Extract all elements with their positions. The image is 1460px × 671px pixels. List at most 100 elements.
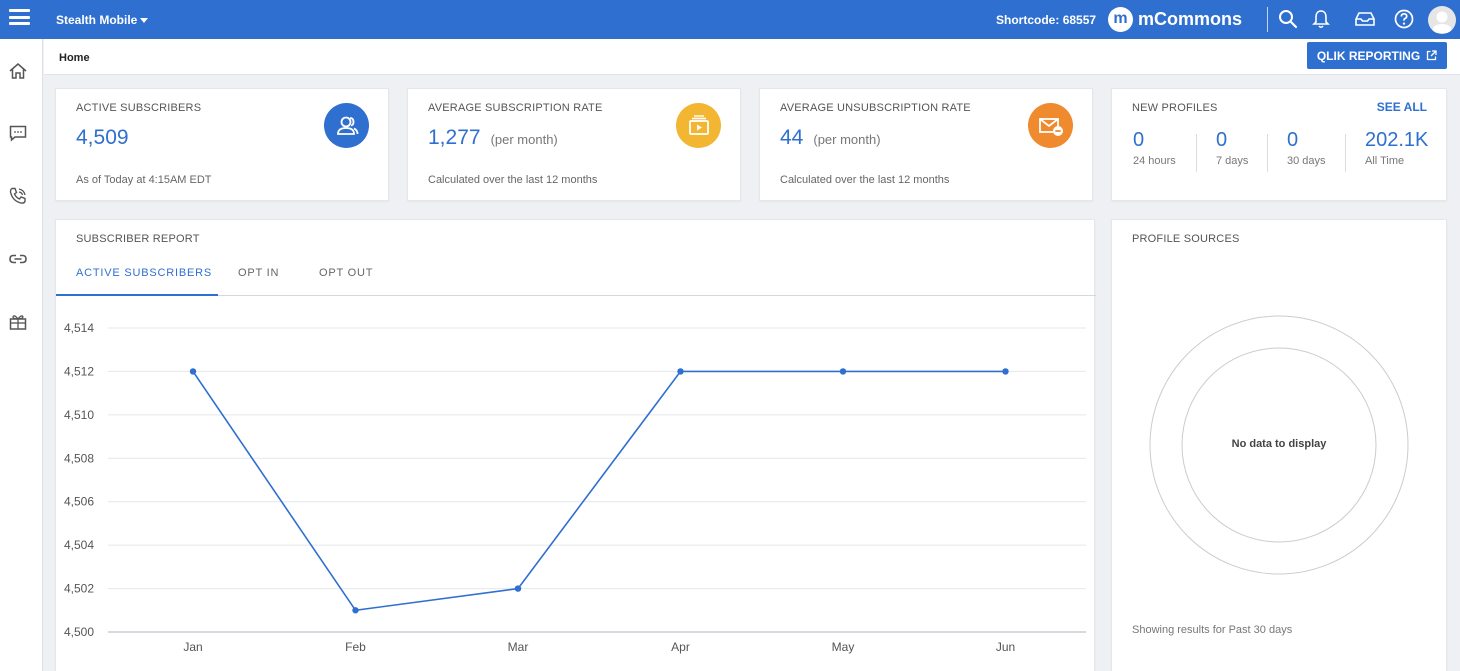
new-profiles-30d: 0 30 days [1287, 129, 1326, 167]
data-point [677, 368, 684, 375]
card-note: As of Today at 4:15AM EDT [76, 174, 212, 186]
help-icon[interactable] [1393, 8, 1415, 30]
card-title: NEW PROFILES [1132, 102, 1218, 114]
link-icon[interactable] [8, 249, 28, 269]
empty-state-text: No data to display [1231, 438, 1327, 450]
gift-icon[interactable] [8, 312, 28, 332]
shortcode-label: Shortcode: [996, 13, 1060, 27]
avg-subscription-value: 1,277 (per month) [428, 126, 558, 150]
new-profiles-7d: 0 7 days [1216, 129, 1248, 167]
unit: (per month) [490, 132, 558, 147]
divider [1345, 134, 1346, 172]
top-bar: Stealth Mobile Shortcode: 68557 m mCommo… [0, 0, 1460, 39]
data-point [1002, 368, 1009, 375]
profile-period: All Time [1365, 155, 1405, 167]
data-point [514, 585, 522, 592]
see-all-link[interactable]: SEE ALL [1376, 100, 1427, 114]
x-tick-label: Mar [508, 640, 529, 654]
profile-count: 0 [1287, 129, 1299, 151]
profile-count: 202.1K [1365, 129, 1429, 151]
tab-opt-out[interactable]: OPT OUT [319, 267, 374, 279]
user-icon [1432, 11, 1452, 33]
inbox-icon[interactable] [1353, 8, 1377, 30]
avg-unsubscription-card: AVERAGE UNSUBSCRIPTION RATE 44 (per month… [759, 88, 1093, 201]
data-point [839, 368, 847, 375]
divider [1196, 134, 1197, 172]
profile-period: 30 days [1287, 155, 1326, 167]
card-title: AVERAGE UNSUBSCRIPTION RATE [780, 102, 971, 114]
search-icon[interactable] [1277, 8, 1299, 30]
qlik-reporting-label: QLIK REPORTING [1316, 48, 1421, 63]
subscription-icon [676, 103, 721, 148]
tab-rule [56, 295, 1096, 296]
x-tick-label: Feb [345, 640, 366, 654]
card-title: SUBSCRIBER REPORT [76, 233, 200, 245]
chevron-down-icon [140, 18, 149, 24]
y-tick-label: 4,500 [64, 625, 94, 639]
profile-sources-card: PROFILE SOURCES No data to display Showi… [1111, 219, 1447, 671]
y-axis: 4,500 4,502 4,504 4,506 4,508 4,510 4,512 4,514 [64, 321, 94, 639]
unit: (per month) [813, 132, 881, 147]
new-profiles-all-time: 202.1K All Time [1365, 129, 1428, 167]
phone-icon[interactable] [8, 186, 28, 206]
profile-period: 24 hours [1133, 155, 1176, 167]
card-title: ACTIVE SUBSCRIBERS [76, 102, 202, 114]
profile-count: 0 [1216, 129, 1228, 151]
x-tick-label: Apr [671, 640, 690, 654]
y-tick-label: 4,508 [64, 451, 94, 465]
x-tick-label: Jan [183, 640, 202, 654]
card-title: AVERAGE SUBSCRIPTION RATE [428, 102, 603, 114]
new-profiles-card: NEW PROFILES SEE ALL 0 24 hours 0 7 days… [1111, 88, 1447, 201]
empty-donut-chart [1149, 315, 1409, 575]
series-line [192, 370, 1006, 612]
profile-count: 0 [1133, 129, 1145, 151]
breadcrumb-bar: Home QLIK REPORTING [44, 39, 1460, 75]
brand-logo: m mCommons [1108, 6, 1242, 32]
date-range-note: Showing results for Past 30 days [1132, 624, 1293, 636]
org-name: Stealth Mobile [56, 13, 138, 27]
active-subscribers-value: 4,509 [76, 126, 129, 149]
y-tick-label: 4,514 [64, 321, 94, 335]
users-icon [324, 103, 369, 148]
org-selector[interactable]: Stealth Mobile [56, 13, 149, 27]
avg-subscription-card: AVERAGE SUBSCRIPTION RATE 1,277 (per mont… [407, 88, 741, 201]
active-subscribers-card: ACTIVE SUBSCRIBERS 4,509 As of Today at … [55, 88, 389, 201]
new-profiles-24h: 0 24 hours [1133, 129, 1176, 167]
y-tick-label: 4,506 [64, 495, 94, 509]
y-tick-label: 4,510 [64, 408, 94, 422]
data-point [352, 607, 359, 614]
x-tick-label: May [832, 640, 855, 654]
subscriber-report-card: SUBSCRIBER REPORT ACTIVE SUBSCRIBERS OPT… [55, 219, 1096, 671]
x-tick-label: Jun [996, 640, 1015, 654]
brand-name: mCommons [1138, 8, 1243, 29]
tab-active-subscribers[interactable]: ACTIVE SUBSCRIBERS [76, 267, 213, 279]
profile-period: 7 days [1216, 155, 1249, 167]
chart-grid [108, 327, 1086, 633]
avatar[interactable] [1428, 6, 1456, 34]
external-link-icon [1427, 50, 1437, 61]
brand-mark: m [1108, 6, 1133, 32]
value: 44 [780, 126, 804, 149]
breadcrumb: Home [59, 52, 90, 64]
series-points [189, 368, 1009, 614]
shortcode: Shortcode: 68557 [996, 13, 1096, 27]
value: 1,277 [428, 126, 481, 149]
data-point [189, 368, 197, 375]
divider [1267, 7, 1268, 32]
divider [1267, 134, 1268, 172]
subscriber-line-chart: 4,500 4,502 4,504 4,506 4,508 4,510 4,512 4,514… [64, 321, 1086, 654]
y-tick-label: 4,502 [64, 582, 94, 596]
sidebar [0, 39, 43, 671]
message-icon[interactable] [8, 123, 28, 143]
card-title: PROFILE SOURCES [1132, 233, 1240, 245]
qlik-reporting-button[interactable]: QLIK REPORTING [1307, 42, 1447, 69]
tab-opt-in[interactable]: OPT IN [238, 267, 280, 279]
shortcode-value: 68557 [1062, 13, 1097, 27]
y-tick-label: 4,512 [64, 364, 94, 378]
card-note: Calculated over the last 12 months [780, 174, 950, 186]
avg-unsubscription-value: 44 (per month) [780, 126, 881, 150]
menu-icon[interactable] [9, 9, 30, 25]
home-icon[interactable] [8, 61, 28, 81]
bell-icon[interactable] [1310, 8, 1332, 30]
x-axis: Jan Feb Mar Apr May Jun [183, 640, 1015, 654]
